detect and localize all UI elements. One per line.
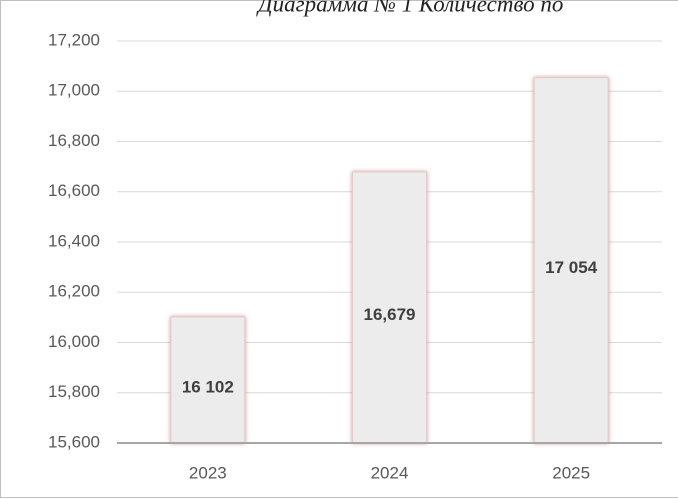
y-tick-label: 16,600: [48, 181, 100, 200]
data-label: 16 102: [182, 377, 234, 396]
y-tick-label: 15,800: [48, 382, 100, 401]
bar: [170, 316, 246, 444]
y-tick-label: 16,800: [48, 131, 100, 150]
data-label: 16,679: [364, 305, 416, 324]
chart-title: Диаграмма № 1 Количество по: [256, 0, 563, 16]
y-tick-label: 17,000: [48, 81, 100, 100]
y-tick-label: 16,000: [48, 332, 100, 351]
y-tick-label: 16,200: [48, 282, 100, 301]
x-tick-label: 2023: [189, 463, 227, 482]
y-tick-label: 17,200: [48, 30, 100, 49]
data-label: 17 054: [545, 258, 598, 277]
bar: [352, 171, 427, 444]
x-tick-label: 2025: [552, 463, 590, 482]
y-tick-label: 15,600: [48, 432, 100, 451]
y-tick-label: 16,400: [48, 231, 100, 250]
x-tick-label: 2024: [371, 463, 409, 482]
